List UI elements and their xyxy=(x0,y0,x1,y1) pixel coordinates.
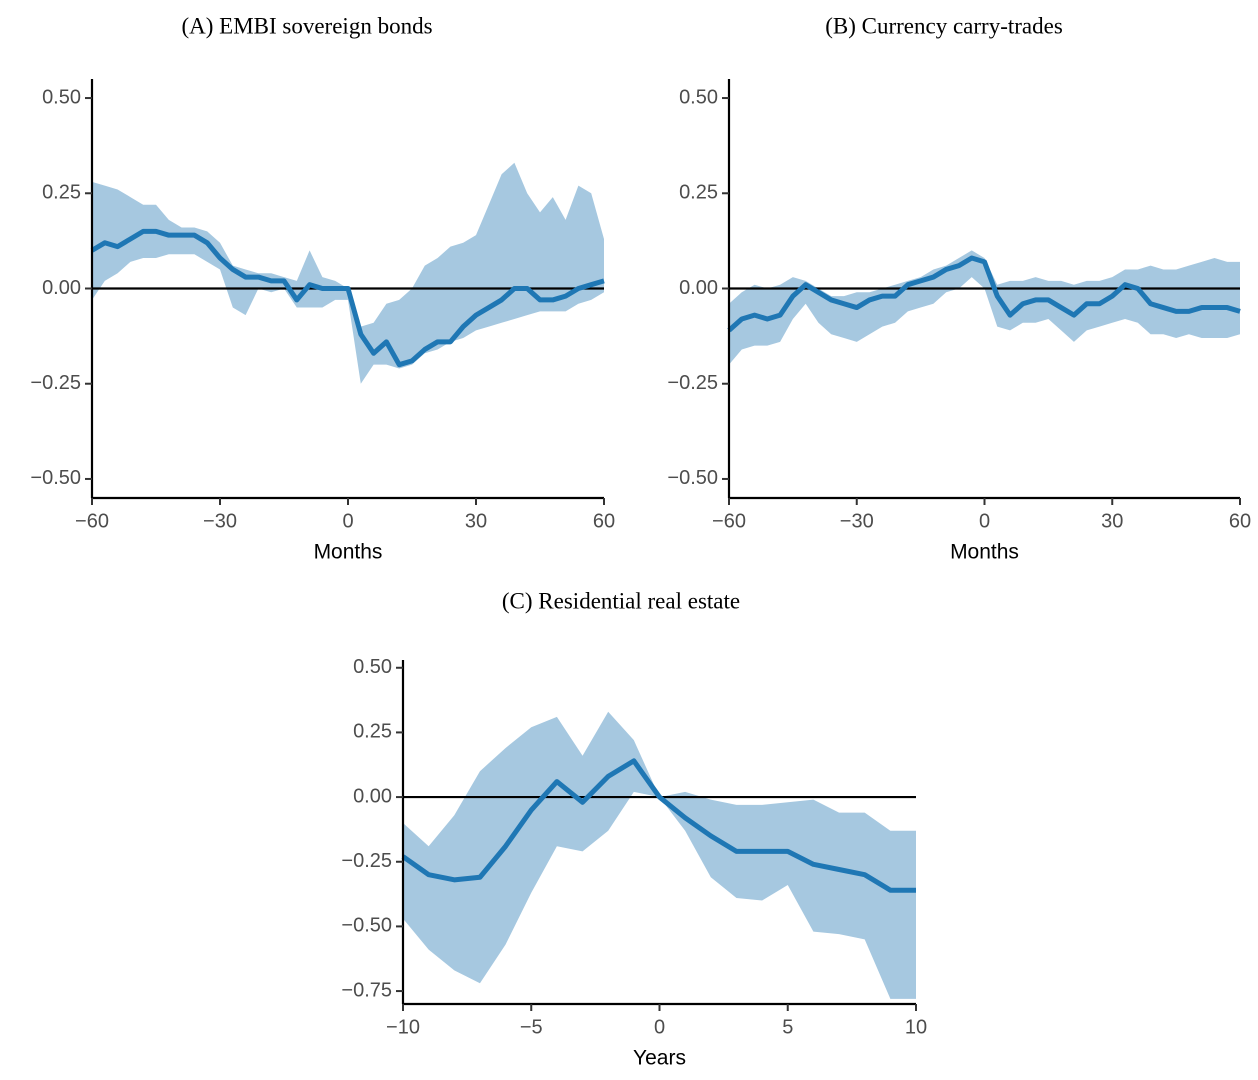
x-tick-label: −5 xyxy=(520,1016,543,1038)
y-tick-label: 0.25 xyxy=(353,721,392,743)
panel-title: (A) EMBI sovereign bonds xyxy=(181,13,432,38)
y-tick-label: −0.50 xyxy=(341,915,392,937)
y-tick-label: −0.50 xyxy=(30,467,81,489)
y-tick-label: −0.50 xyxy=(667,467,718,489)
x-tick-label: 60 xyxy=(593,510,615,532)
y-tick-label: −0.25 xyxy=(667,372,718,394)
x-tick-label: −60 xyxy=(712,510,746,532)
x-tick-label: 10 xyxy=(905,1016,927,1038)
y-tick-label: 0.00 xyxy=(353,785,392,807)
panel-title: (C) Residential real estate xyxy=(502,588,740,613)
x-axis-title: Months xyxy=(314,541,383,564)
y-tick-label: 0.00 xyxy=(42,277,81,299)
y-tick-label: 0.50 xyxy=(679,86,718,108)
y-tick-label: 0.25 xyxy=(679,182,718,204)
estimate-line xyxy=(90,228,605,368)
y-tick-label: −0.75 xyxy=(341,979,392,1001)
panel-title: (B) Currency carry-trades xyxy=(825,13,1063,38)
y-tick-label: 0.50 xyxy=(353,656,392,678)
x-axis-title: Months xyxy=(950,541,1019,564)
x-tick-label: 0 xyxy=(979,510,990,532)
x-tick-label: −30 xyxy=(840,510,874,532)
y-tick-label: −0.25 xyxy=(30,372,81,394)
y-tick-label: 0.00 xyxy=(679,277,718,299)
x-tick-label: −60 xyxy=(75,510,109,532)
confidence-band xyxy=(729,250,1240,365)
x-tick-label: 0 xyxy=(654,1016,665,1038)
x-tick-label: 30 xyxy=(465,510,487,532)
x-tick-label: 60 xyxy=(1229,510,1251,532)
confidence-band xyxy=(403,711,916,999)
x-tick-label: −30 xyxy=(203,510,237,532)
estimate-line xyxy=(727,255,1241,333)
y-tick-label: 0.50 xyxy=(42,86,81,108)
y-tick-label: −0.25 xyxy=(341,850,392,872)
x-tick-label: 30 xyxy=(1101,510,1123,532)
confidence-band xyxy=(92,162,604,384)
y-tick-label: 0.25 xyxy=(42,182,81,204)
x-tick-label: 5 xyxy=(782,1016,793,1038)
x-tick-label: 0 xyxy=(342,510,353,532)
estimate-line xyxy=(401,758,916,893)
x-tick-label: −10 xyxy=(386,1016,420,1038)
x-axis-title: Years xyxy=(633,1047,686,1070)
